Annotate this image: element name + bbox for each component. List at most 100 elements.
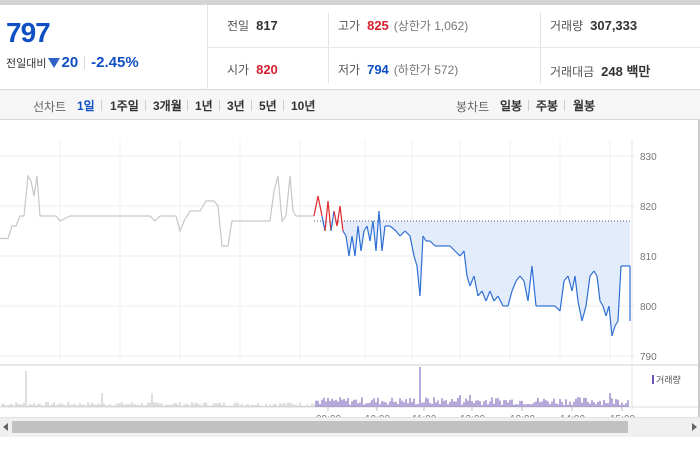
today-series-segment (559, 280, 565, 312)
today-series-segment (571, 275, 576, 292)
today-series-segment (459, 250, 465, 257)
window-top-strip (0, 0, 700, 5)
volume-legend-label: 거래량 (656, 375, 681, 385)
chart-right-border (698, 120, 700, 417)
today-series-segment (574, 275, 579, 302)
chart-grid (0, 140, 700, 410)
today-series-segment (611, 325, 616, 337)
today-series-segment (321, 215, 326, 232)
period-3y-button[interactable]: 3년 (227, 99, 245, 113)
today-series-segment (585, 275, 591, 307)
volume-label: 거래량 (550, 19, 584, 33)
today-series-segment (608, 305, 613, 337)
today-series-segment (409, 235, 415, 257)
previous-day-series (0, 174, 314, 247)
today-series-segment (342, 230, 347, 237)
today-series-segment (363, 225, 368, 232)
today-series-segment (317, 195, 323, 217)
current-price: 797 (6, 17, 51, 48)
today-series-segment (554, 305, 561, 312)
today-series-segment (485, 290, 491, 302)
period-1d-button[interactable]: 1일 (77, 99, 95, 113)
trade-amount: 거래대금 248 백만 (550, 61, 650, 80)
today-series-segment (515, 275, 521, 282)
scroll-right-icon[interactable] (692, 423, 697, 431)
today-series-segment (602, 305, 607, 317)
trade-amount-value: 248 백만 (601, 64, 651, 79)
y-axis-ticks: 830 820 810 800 790 (640, 152, 657, 363)
period-10y-button[interactable]: 10년 (291, 99, 316, 113)
today-series-segment (567, 275, 573, 292)
today-series-segment (389, 225, 397, 232)
today-series-segment (345, 235, 350, 257)
today-series-segment (605, 305, 610, 317)
today-series-segment (596, 275, 601, 302)
trade-amount-label: 거래대금 (550, 65, 595, 79)
today-series-segment (351, 235, 356, 257)
change-percent: -2.45% (91, 54, 139, 71)
today-series-segment (333, 210, 338, 227)
prev-close-value: 817 (256, 18, 278, 33)
today-series-segment (497, 295, 504, 307)
today-series-segment (372, 220, 377, 252)
candle-weekly-button[interactable]: 주봉 (536, 99, 559, 113)
y-tick-label: 800 (640, 302, 657, 313)
today-series-segment (511, 280, 517, 292)
today-series-segment (324, 200, 329, 232)
period-separator (219, 100, 220, 111)
period-3m-button[interactable]: 3개월 (153, 99, 182, 113)
candle-daily-button[interactable]: 일봉 (500, 99, 523, 113)
today-series-segment (531, 265, 537, 307)
scroll-thumb[interactable] (12, 421, 628, 433)
today-series-segment (614, 320, 619, 327)
y-tick-label: 810 (640, 252, 657, 263)
today-series-segment (339, 205, 344, 232)
low-price: 저가 794 (하한가 572) (338, 61, 458, 78)
period-1w-button[interactable]: 1주일 (110, 99, 139, 113)
chart-scrollbar[interactable] (0, 417, 700, 437)
today-series (313, 195, 631, 337)
x-axis-ticks: 09:0010:0011:0012:0013:0014:0015:00 (316, 407, 635, 425)
upper-limit: (상한가 1,062) (393, 19, 469, 33)
volume-swatch (652, 375, 654, 384)
change-amount: 20 (61, 54, 79, 71)
y-tick-label: 830 (640, 152, 657, 163)
today-series-segment (527, 265, 533, 302)
volume-value: 307,333 (590, 18, 638, 33)
today-series-segment (593, 270, 598, 277)
line-chart-label: 선차트 (33, 100, 67, 114)
today-series-segment (617, 265, 622, 322)
today-series-segment (354, 225, 359, 257)
period-5y-button[interactable]: 5년 (259, 99, 277, 113)
quote-row-divider (208, 47, 700, 48)
today-series-segment (493, 295, 499, 302)
today-series-segment (469, 275, 475, 287)
period-1y-button[interactable]: 1년 (195, 99, 213, 113)
today-series-segment (429, 240, 436, 247)
today-series-segment (366, 225, 371, 242)
today-series-segment (313, 195, 319, 217)
today-series-segment (413, 255, 418, 267)
low-value: 794 (367, 62, 389, 77)
price-change: 전일대비 20 -2.45% (6, 54, 139, 71)
today-series-segment (581, 305, 587, 322)
period-separator (528, 100, 529, 111)
today-series-segment (348, 235, 353, 257)
today-series-segment (481, 290, 487, 302)
scroll-left-icon[interactable] (3, 423, 8, 431)
below-close-fill (314, 221, 630, 336)
today-series-segment (454, 250, 461, 257)
down-triangle-icon (48, 57, 61, 68)
high-price: 고가 825 (상한가 1,062) (338, 17, 468, 34)
quote-divider (540, 13, 541, 83)
today-series-segment (419, 235, 424, 297)
open-label: 시가 (227, 63, 250, 77)
period-separator (145, 100, 146, 111)
change-divider (84, 56, 86, 69)
candle-monthly-button[interactable]: 월봉 (573, 99, 596, 113)
high-label: 고가 (338, 19, 361, 33)
today-series-segment (422, 235, 427, 242)
price-chart-svg: 830 820 810 800 790 09:0010:0011:0012:0013:0… (0, 140, 700, 425)
today-series-segment (395, 230, 401, 237)
today-series-segment (477, 290, 483, 297)
